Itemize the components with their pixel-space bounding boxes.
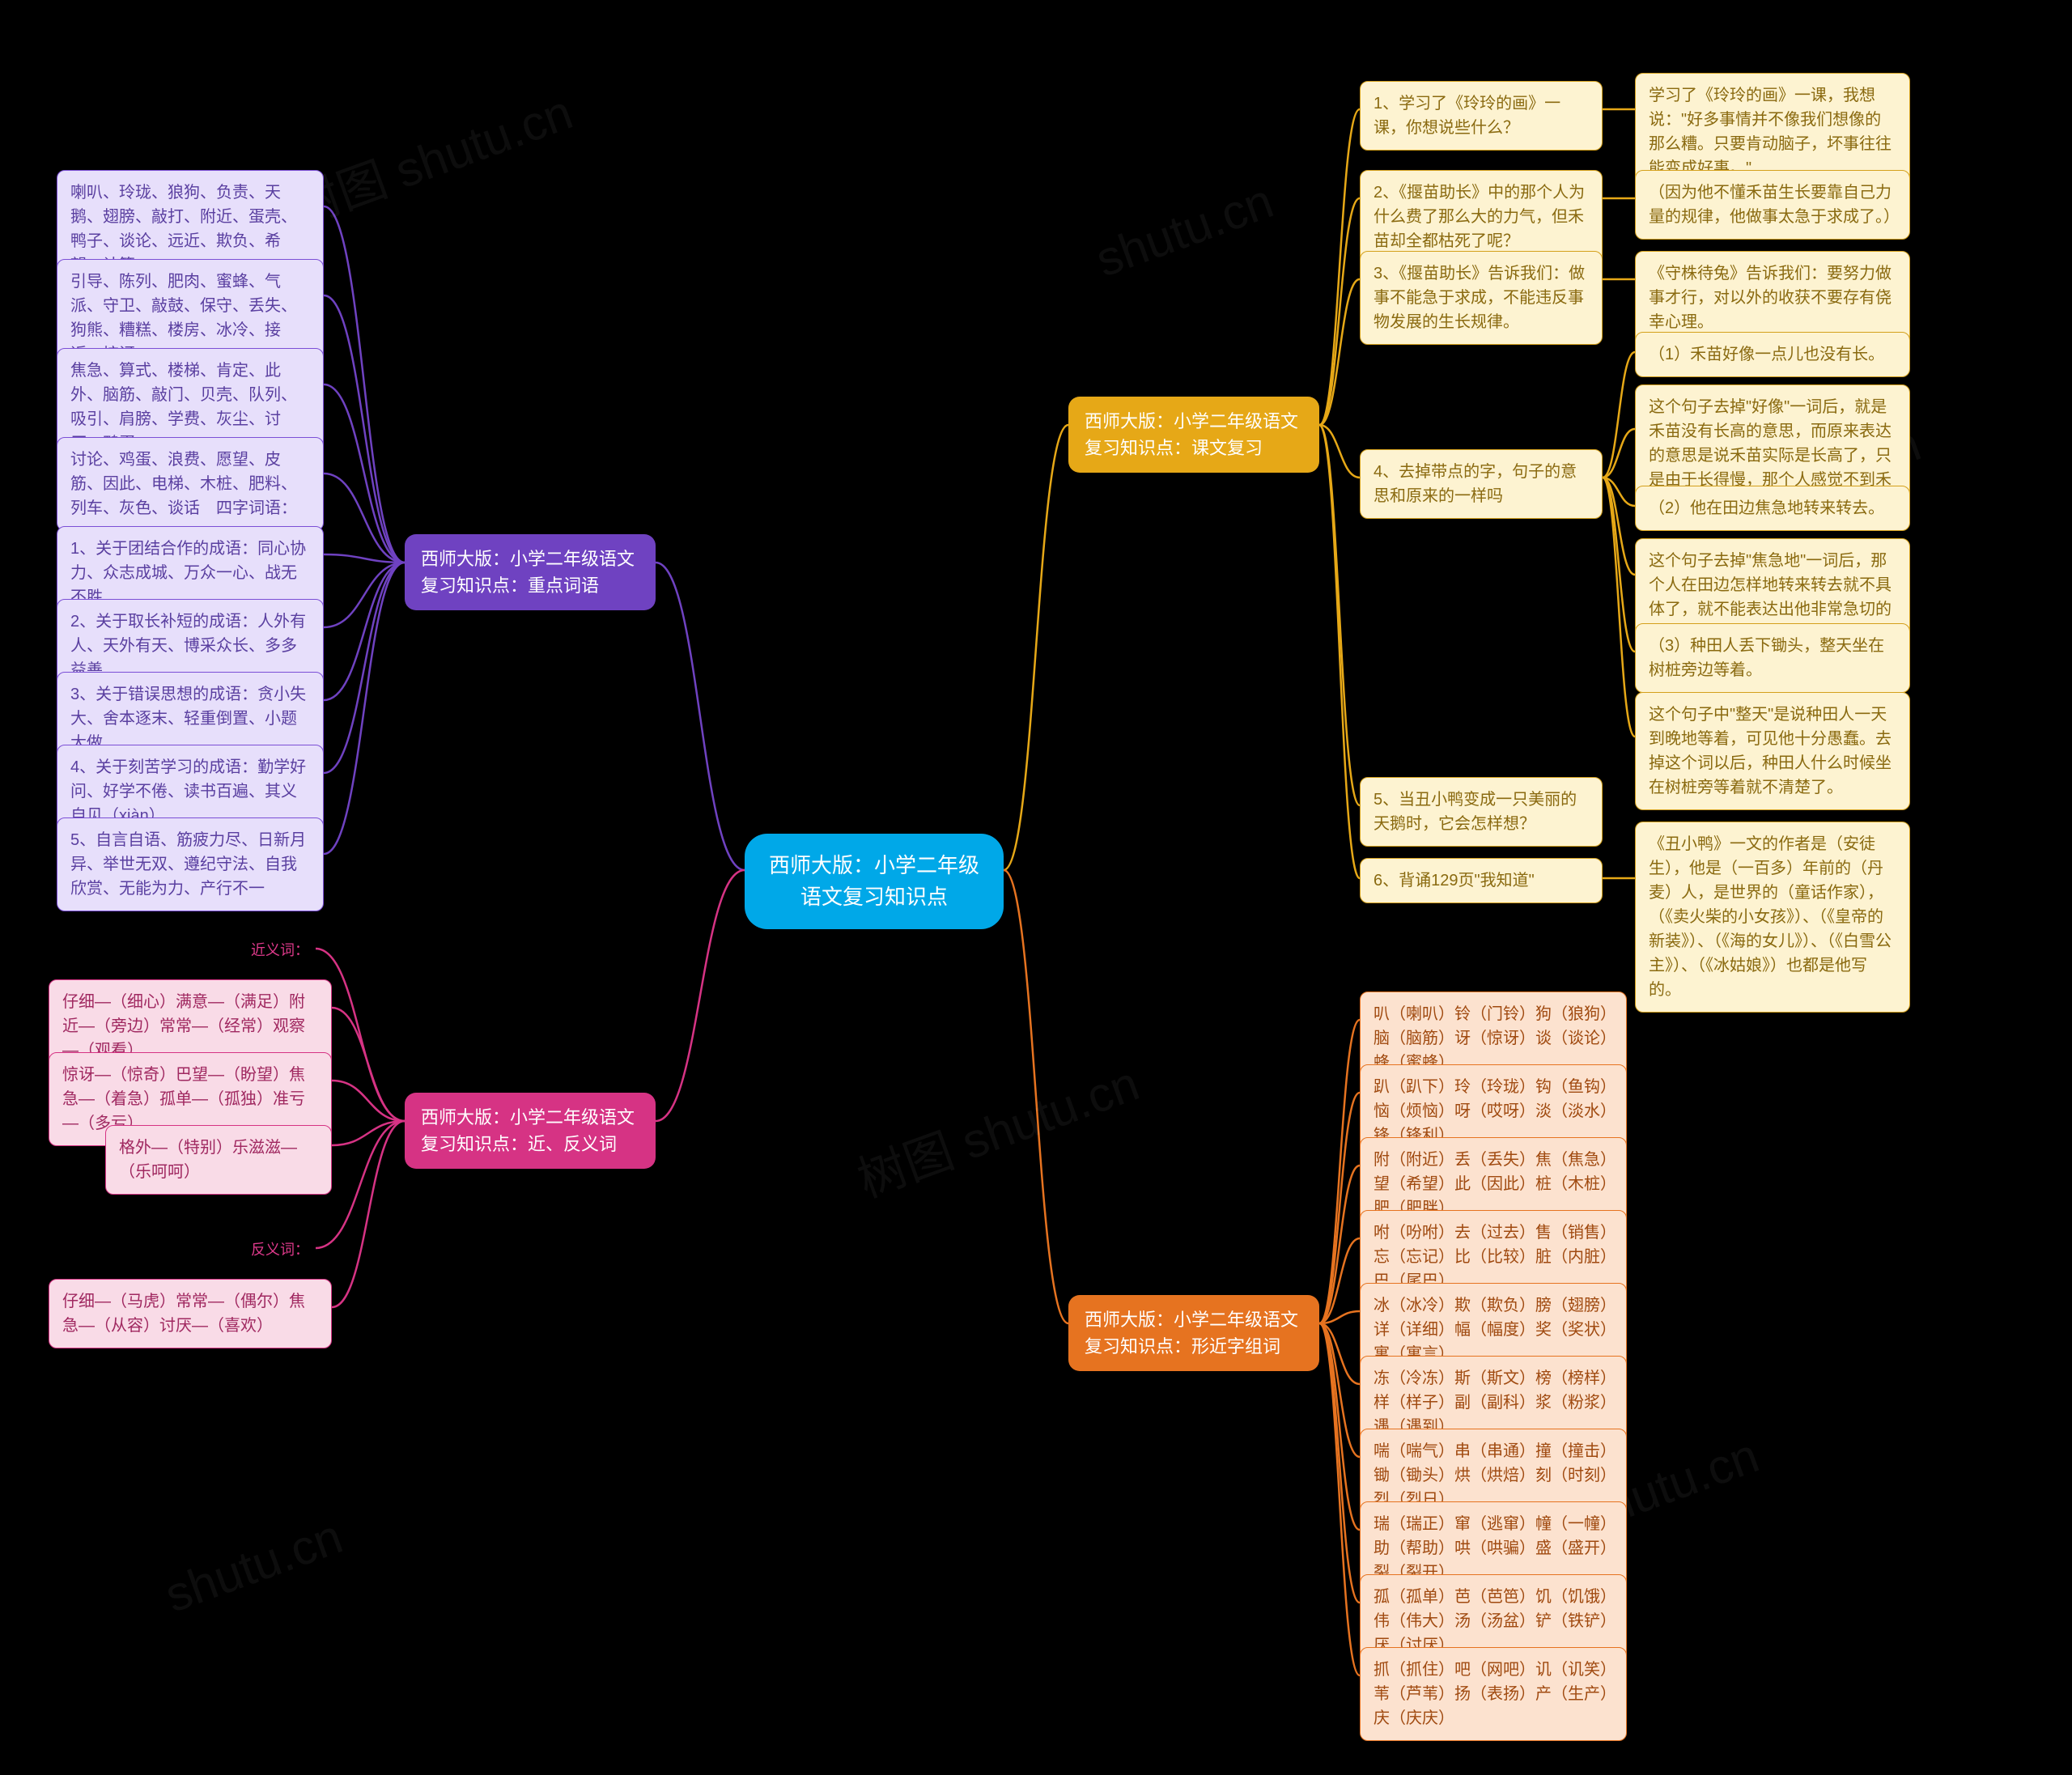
branch-node: 西师大版：小学二年级语文复习知识点：形近字组词 [1068, 1295, 1319, 1371]
leaf-node: 1、学习了《玲玲的画》一课，你想说些什么？ [1360, 81, 1603, 151]
leaf-node: 讨论、鸡蛋、浪费、愿望、皮筋、因此、电梯、木桩、肥料、列车、灰色、谈话 四字词语… [57, 437, 324, 531]
sublabel: 反义词： [251, 1238, 309, 1259]
watermark: 树图 shutu.cn [847, 1044, 1147, 1211]
subleaf-node: 《守株待兔》告诉我们：要努力做事才行，对以外的收获不要存有侥幸心理。 [1635, 251, 1910, 345]
watermark: shutu.cn [158, 1508, 350, 1623]
watermark: shutu.cn [1089, 172, 1280, 287]
leaf-node: 5、自言自语、筋疲力尽、日新月异、举世无双、遵纪守法、自我欣赏、无能为力、产行不… [57, 817, 324, 911]
subleaf-node: （因为他不懂禾苗生长要靠自己力量的规律，他做事太急于求成了。） [1635, 170, 1910, 240]
branch-node: 西师大版：小学二年级语文复习知识点：课文复习 [1068, 397, 1319, 473]
leaf-node: 2、《揠苗助长》中的那个人为什么费了那么大的力气，但禾苗却全都枯死了呢？ [1360, 170, 1603, 264]
watermark: 树图 shutu.cn [280, 73, 580, 240]
subleaf-node: 《丑小鸭》一文的作者是（安徒生），他是（一百多）年前的（丹麦）人，是世界的（童话… [1635, 822, 1910, 1013]
leaf-node: 4、去掉带点的字，句子的意思和原来的一样吗 [1360, 449, 1603, 519]
leaf-node: 格外—（特别）乐滋滋—（乐呵呵） [105, 1125, 332, 1195]
subleaf-node: （2）他在田边焦急地转来转去。 [1635, 486, 1910, 531]
sublabel: 近义词： [251, 939, 309, 960]
subleaf-node: （1）禾苗好像一点儿也没有长。 [1635, 332, 1910, 377]
leaf-node: 3、《揠苗助长》告诉我们：做事不能急于求成，不能违反事物发展的生长规律。 [1360, 251, 1603, 345]
subleaf-node: （3）种田人丢下锄头，整天坐在树桩旁边等着。 [1635, 623, 1910, 693]
leaf-node: 抓（抓住）吧（网吧）讥（讥笑）苇（芦苇）扬（表扬）产（生产）庆（庆庆） [1360, 1647, 1627, 1741]
subleaf-node: 这个句子中"整天"是说种田人一天到晚地等着，可见他十分愚蠢。去掉这个词以后，种田… [1635, 692, 1910, 810]
leaf-node: 5、当丑小鸭变成一只美丽的天鹅时，它会怎样想？ [1360, 777, 1603, 847]
branch-node: 西师大版：小学二年级语文复习知识点：重点词语 [405, 534, 656, 610]
root-label: 西师大版：小学二年级语文复习知识点 [769, 853, 979, 909]
leaf-node: 仔细—（马虎）常常—（偶尔）焦急—（从容）讨厌—（喜欢） [49, 1279, 332, 1348]
root-node: 西师大版：小学二年级语文复习知识点 [745, 834, 1004, 929]
branch-node: 西师大版：小学二年级语文复习知识点：近、反义词 [405, 1093, 656, 1169]
leaf-node: 6、背诵129页"我知道" [1360, 858, 1603, 903]
